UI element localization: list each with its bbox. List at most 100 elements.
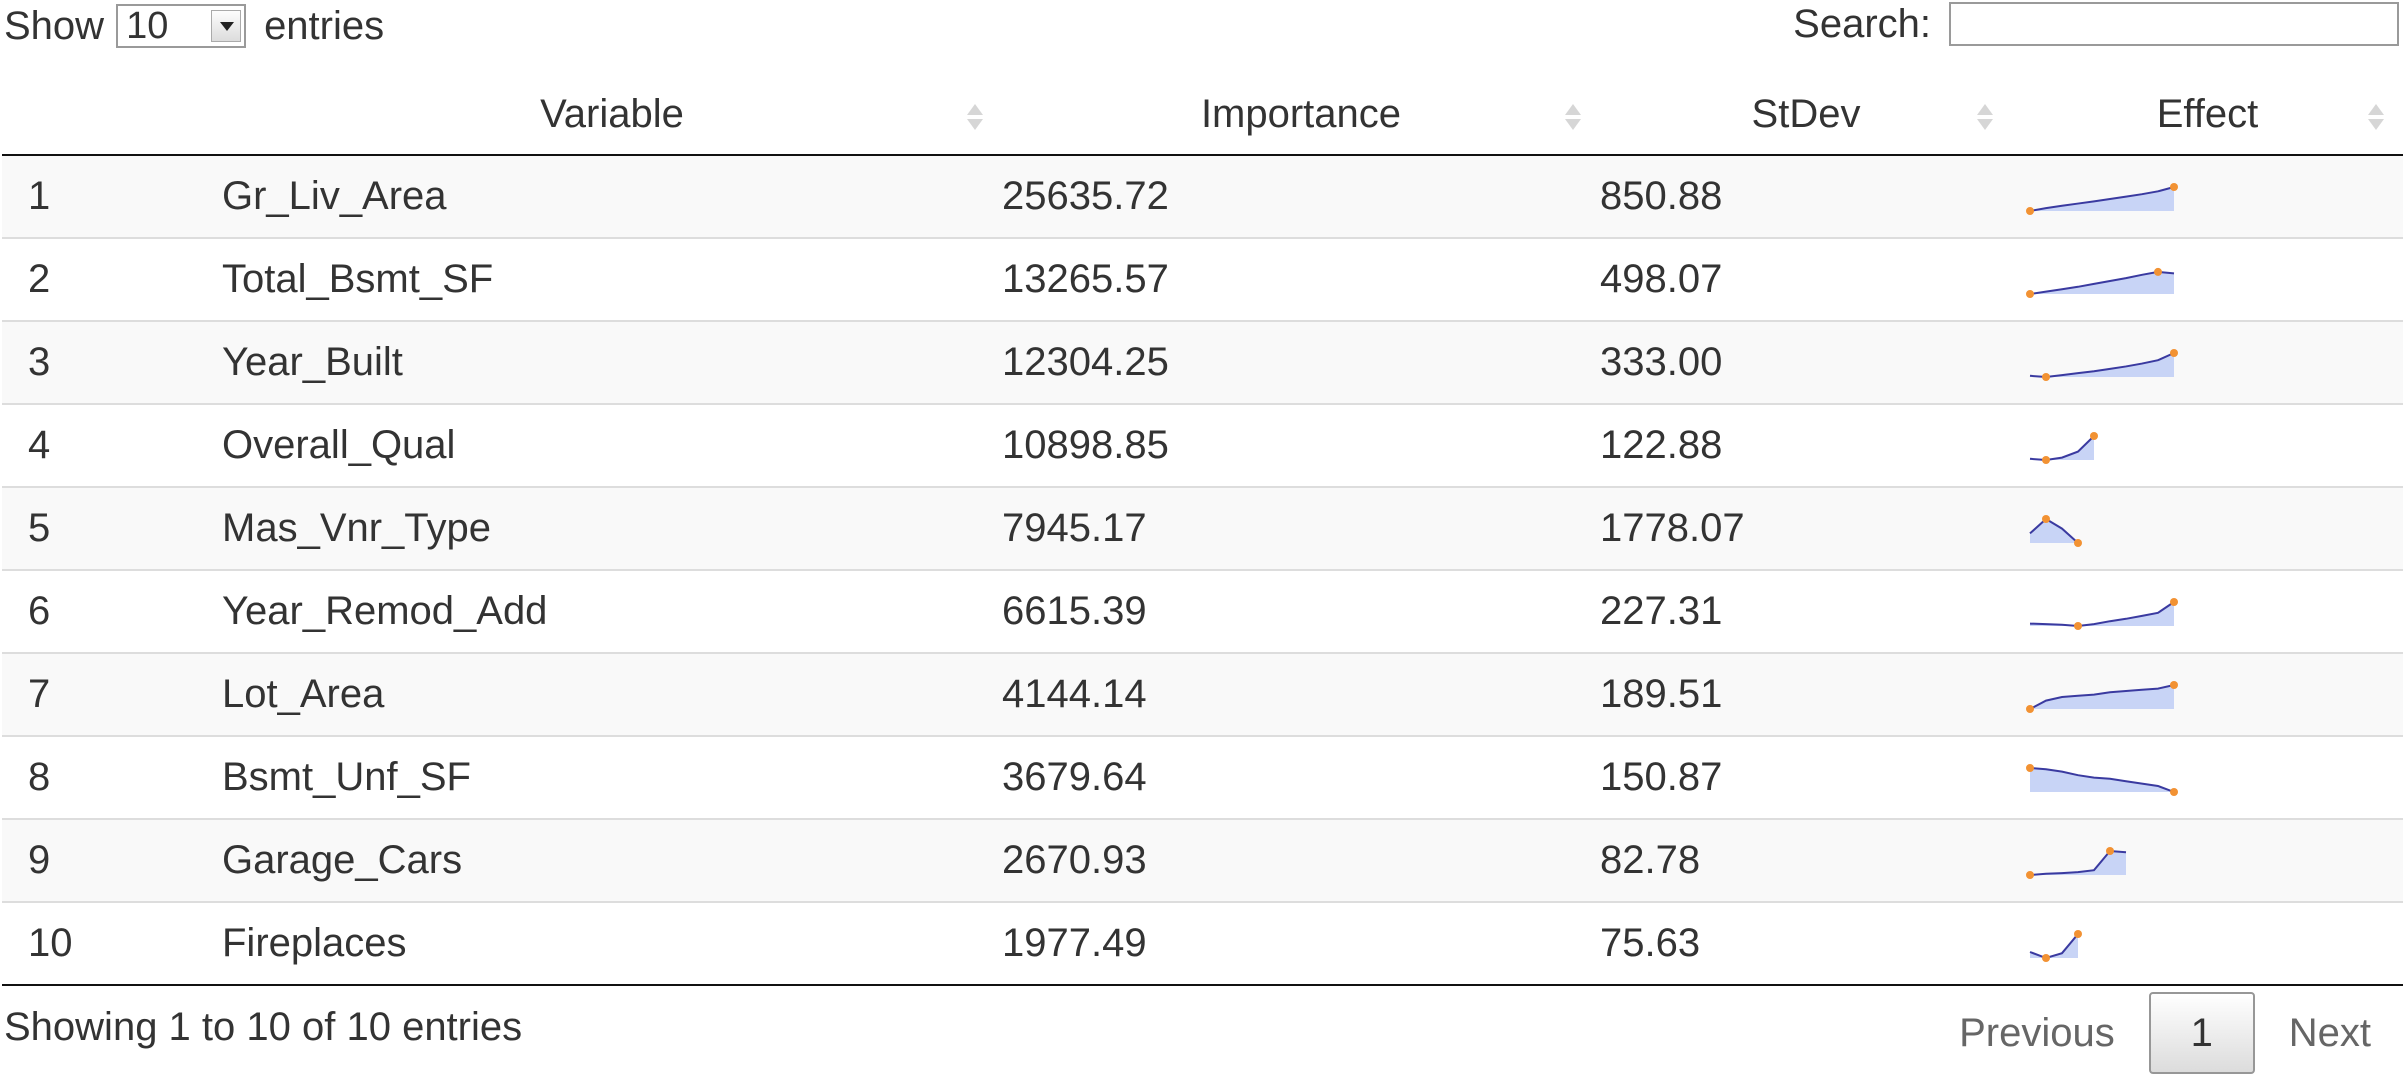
sparkline-line <box>2029 766 2175 793</box>
sparkline-area <box>2030 186 2174 211</box>
row-index: 2 <box>2 237 222 321</box>
variable-cell: Lot_Area <box>222 652 1002 736</box>
variable-cell: Garage_Cars <box>222 818 1002 902</box>
sparkline-marker <box>2170 348 2178 357</box>
page-1-button[interactable]: 1 <box>2148 992 2255 1074</box>
stdev-cell: 1778.07 <box>1600 486 2012 570</box>
sparkline-marker <box>2042 953 2050 962</box>
sort-icon[interactable] <box>2363 100 2389 140</box>
stdev-cell: 333.00 <box>1600 320 2012 404</box>
effect-sparkline <box>2026 763 2178 796</box>
search-input[interactable] <box>1949 2 2399 46</box>
next-button[interactable]: Next <box>2288 1011 2371 1055</box>
sparkline-area <box>2030 850 2126 875</box>
column-header-importance[interactable]: Importance <box>1002 74 1600 156</box>
importance-cell: 7945.17 <box>1002 486 1600 570</box>
sort-icon[interactable] <box>962 100 988 140</box>
effect-cell <box>2012 155 2403 238</box>
table-row: 5 Mas_Vnr_Type 7945.17 1778.07 <box>2 486 2403 570</box>
sparkline-marker <box>2170 787 2178 796</box>
effect-cell <box>2012 901 2403 986</box>
sparkline-marker <box>2154 267 2162 276</box>
sparkline-marker <box>2074 538 2082 547</box>
sparkline-marker <box>2170 680 2178 689</box>
column-header-index[interactable] <box>2 74 222 156</box>
table-row: 10 Fireplaces 1977.49 75.63 <box>2 901 2403 986</box>
sort-icon[interactable] <box>1560 100 1586 140</box>
table-info: Showing 1 to 10 of 10 entries <box>4 1005 523 1049</box>
effect-sparkline <box>2026 267 2175 298</box>
stdev-cell: 150.87 <box>1600 735 2012 819</box>
sparkline-marker <box>2026 870 2034 879</box>
row-index: 6 <box>2 569 222 653</box>
sparkline-area <box>2030 352 2174 377</box>
show-label: Show <box>4 4 105 48</box>
column-header-variable[interactable]: Variable <box>222 74 1002 156</box>
importance-cell: 10898.85 <box>1002 403 1600 487</box>
table-row: 7 Lot_Area 4144.14 189.51 <box>2 652 2403 736</box>
effect-cell <box>2012 652 2403 736</box>
table-row: 2 Total_Bsmt_SF 13265.57 498.07 <box>2 237 2403 321</box>
sparkline-marker <box>2106 846 2114 855</box>
stdev-cell: 75.63 <box>1600 901 2012 986</box>
sparkline-line <box>2029 185 2175 212</box>
row-index: 4 <box>2 403 222 487</box>
page-length-select[interactable]: 10 <box>116 4 247 48</box>
sparkline-marker <box>2042 514 2050 523</box>
stdev-cell: 122.88 <box>1600 403 2012 487</box>
table-row: 8 Bsmt_Unf_SF 3679.64 150.87 <box>2 735 2403 819</box>
table-row: 6 Year_Remod_Add 6615.39 227.31 <box>2 569 2403 653</box>
column-header-stdev[interactable]: StDev <box>1600 74 2012 156</box>
page-length-value: 10 <box>126 5 169 47</box>
sparkline-area <box>2030 933 2078 958</box>
sparkline-marker <box>2074 929 2082 938</box>
sparkline-marker <box>2026 206 2034 215</box>
effect-cell <box>2012 569 2403 653</box>
stdev-cell: 498.07 <box>1600 237 2012 321</box>
effect-cell <box>2012 320 2403 404</box>
importance-cell: 12304.25 <box>1002 320 1600 404</box>
importance-cell: 2670.93 <box>1002 818 1600 902</box>
sparkline-area <box>2030 518 2078 543</box>
importance-cell: 25635.72 <box>1002 174 1169 218</box>
sort-icon[interactable] <box>1972 100 1998 140</box>
dropdown-arrow-icon[interactable] <box>211 10 242 42</box>
sparkline-marker <box>2170 597 2178 606</box>
effect-cell <box>2012 403 2403 487</box>
stdev-cell: 227.31 <box>1600 569 2012 653</box>
row-index: 8 <box>2 735 222 819</box>
variable-cell: Overall_Qual <box>222 403 1002 487</box>
table-row: 9 Garage_Cars 2670.93 82.78 <box>2 818 2403 902</box>
table-row: 3 Year_Built 12304.25 333.00 <box>2 320 2403 404</box>
sparkline-marker <box>2090 431 2098 440</box>
sparkline-line <box>2029 600 2175 627</box>
effect-cell <box>2012 486 2403 570</box>
row-index: 7 <box>2 652 222 736</box>
importance-cell: 4144.14 <box>1002 652 1600 736</box>
variable-cell: Total_Bsmt_SF <box>222 237 1002 321</box>
variable-cell: Mas_Vnr_Type <box>222 486 1002 570</box>
previous-button[interactable]: Previous <box>1959 1011 2115 1055</box>
entries-label: entries <box>264 4 385 48</box>
sparkline-area <box>2030 767 2174 792</box>
sparkline-marker <box>2170 182 2178 191</box>
effect-sparkline <box>2026 846 2127 879</box>
sparkline-area <box>2030 435 2094 460</box>
length-menu: Show 10 entries <box>4 4 384 48</box>
effect-sparkline <box>2029 514 2082 547</box>
sparkline-marker <box>2042 372 2050 381</box>
table-controls: Show 10 entries Search: <box>0 0 2405 56</box>
variable-cell: Gr_Liv_Area <box>222 174 447 218</box>
row-index: 1 <box>28 174 51 218</box>
column-header-effect[interactable]: Effect <box>2012 74 2403 156</box>
sparkline-marker <box>2074 621 2082 630</box>
sparkline-marker <box>2042 455 2050 464</box>
stdev-cell: 189.51 <box>1600 652 2012 736</box>
row-index: 3 <box>2 320 222 404</box>
importance-cell: 6615.39 <box>1002 569 1600 653</box>
table-row: 1 Gr_Liv_Area 25635.72 850.88 <box>2 155 2403 238</box>
row-index: 9 <box>2 818 222 902</box>
importance-cell: 3679.64 <box>1002 735 1600 819</box>
row-index: 10 <box>2 901 222 986</box>
sparkline-line <box>2029 683 2175 710</box>
